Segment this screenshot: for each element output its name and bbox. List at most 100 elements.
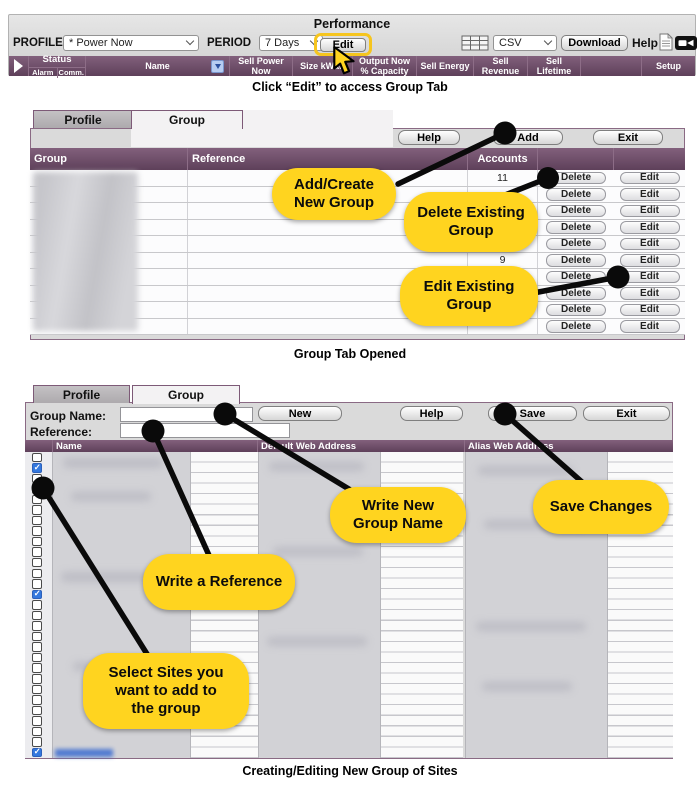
group-cell <box>30 302 188 318</box>
delete-button[interactable]: Delete <box>546 320 606 333</box>
group-name-label: Group Name: <box>30 409 107 423</box>
site-checkbox[interactable] <box>32 515 42 526</box>
edit-button[interactable]: Edit <box>619 320 680 333</box>
accounts-cell: 11 <box>468 170 538 186</box>
site-row <box>25 484 52 495</box>
reference-input[interactable] <box>120 423 290 438</box>
delete-button[interactable]: Delete <box>546 204 606 217</box>
site-checkbox[interactable] <box>32 536 42 547</box>
edit-button[interactable]: Edit <box>619 171 680 184</box>
site-checkbox[interactable] <box>32 716 42 726</box>
caption-bottom: Creating/Editing New Group of Sites <box>242 764 458 778</box>
help-button[interactable]: Help <box>398 130 460 145</box>
period-select[interactable]: 7 Days <box>259 35 323 51</box>
grid-view-button[interactable] <box>461 35 489 56</box>
delete-button[interactable]: Delete <box>546 270 606 283</box>
reference-cell <box>188 318 468 334</box>
site-row <box>25 610 52 621</box>
delete-button[interactable]: Delete <box>546 303 606 316</box>
exit-button[interactable]: Exit <box>583 406 670 421</box>
download-button[interactable]: Download <box>561 35 628 51</box>
accounts-cell <box>468 302 538 318</box>
edit-button[interactable]: Edit <box>619 254 680 267</box>
tab-profile[interactable]: Profile <box>33 385 130 403</box>
site-checkbox[interactable] <box>32 568 42 579</box>
edit-button[interactable]: Edit <box>320 38 366 52</box>
page-title: Performance <box>313 17 391 31</box>
new-button[interactable]: New <box>258 406 342 421</box>
edit-button[interactable]: Edit <box>619 270 680 283</box>
site-checkbox[interactable] <box>32 588 42 600</box>
delete-button[interactable]: Delete <box>546 171 606 184</box>
name-sort-dropdown-icon[interactable] <box>211 59 224 73</box>
site-checkbox[interactable] <box>32 705 42 716</box>
help-video-button[interactable] <box>675 36 697 55</box>
edit-button[interactable]: Edit <box>619 204 680 217</box>
group-cell <box>30 186 188 202</box>
exit-button[interactable]: Exit <box>593 130 663 145</box>
site-checkbox[interactable] <box>32 674 42 684</box>
site-checkbox[interactable] <box>32 631 42 642</box>
tab-profile[interactable]: Profile <box>33 110 133 128</box>
delete-button[interactable]: Delete <box>546 287 606 300</box>
column-sell-power-now: Sell Power Now <box>230 56 293 76</box>
site-row <box>25 746 52 758</box>
delete-button[interactable]: Delete <box>546 188 606 201</box>
edit-button[interactable]: Edit <box>619 188 680 201</box>
site-checkbox[interactable] <box>32 547 42 557</box>
site-checkbox[interactable] <box>32 684 42 695</box>
site-row <box>25 494 52 505</box>
site-checkbox[interactable] <box>32 726 42 737</box>
site-row <box>25 473 52 484</box>
chevron-down-icon <box>185 36 195 46</box>
export-format-value: CSV <box>499 37 522 49</box>
site-checkbox[interactable] <box>32 526 42 536</box>
help-button[interactable]: Help <box>400 406 463 421</box>
site-row <box>25 642 52 653</box>
site-row <box>25 505 52 516</box>
site-checkbox[interactable] <box>32 621 42 631</box>
site-checkbox[interactable] <box>32 610 42 621</box>
site-checkbox[interactable] <box>32 505 42 515</box>
add-button[interactable]: Add <box>493 130 563 145</box>
site-row <box>25 568 52 579</box>
site-checkbox[interactable] <box>32 600 42 610</box>
site-checkbox[interactable] <box>32 494 42 505</box>
site-row <box>25 652 52 663</box>
site-checkbox[interactable] <box>32 557 42 568</box>
site-checkbox[interactable] <box>32 746 42 758</box>
edit-button[interactable]: Edit <box>619 287 680 300</box>
site-checkbox[interactable] <box>32 695 42 705</box>
period-label: PERIOD <box>207 37 252 49</box>
edit-button[interactable]: Edit <box>619 303 680 316</box>
site-checkbox[interactable] <box>32 663 42 673</box>
site-checkbox[interactable] <box>32 484 42 494</box>
delete-button[interactable]: Delete <box>546 237 606 250</box>
site-checkbox[interactable] <box>32 652 42 663</box>
site-row <box>25 600 52 611</box>
site-checkbox[interactable] <box>32 473 42 484</box>
delete-button[interactable]: Delete <box>546 254 606 267</box>
save-button[interactable]: Save <box>488 406 577 421</box>
site-row <box>25 695 52 706</box>
edit-button[interactable]: Edit <box>619 237 680 250</box>
accounts-value: 9 <box>499 254 506 267</box>
blurred-group-names <box>33 172 138 331</box>
help-document-button[interactable] <box>659 33 673 56</box>
group-cell <box>30 285 188 301</box>
site-row <box>25 526 52 537</box>
callout-delete-existing-group: Delete Existing Group <box>404 192 538 252</box>
site-row <box>25 588 52 600</box>
export-format-select[interactable]: CSV <box>493 35 557 51</box>
expand-arrow-cell[interactable] <box>9 56 29 76</box>
edit-button[interactable]: Edit <box>619 221 680 234</box>
site-checkbox[interactable] <box>32 642 42 652</box>
profile-select[interactable]: * Power Now <box>63 35 199 51</box>
tab-group[interactable]: Group <box>132 385 240 404</box>
tab-group[interactable]: Group <box>131 110 243 129</box>
delete-button[interactable]: Delete <box>546 221 606 234</box>
column-comm: Comm. <box>58 67 84 77</box>
group-name-input[interactable] <box>120 407 253 422</box>
site-checkbox[interactable] <box>32 462 42 473</box>
accounts-cell <box>468 318 538 334</box>
